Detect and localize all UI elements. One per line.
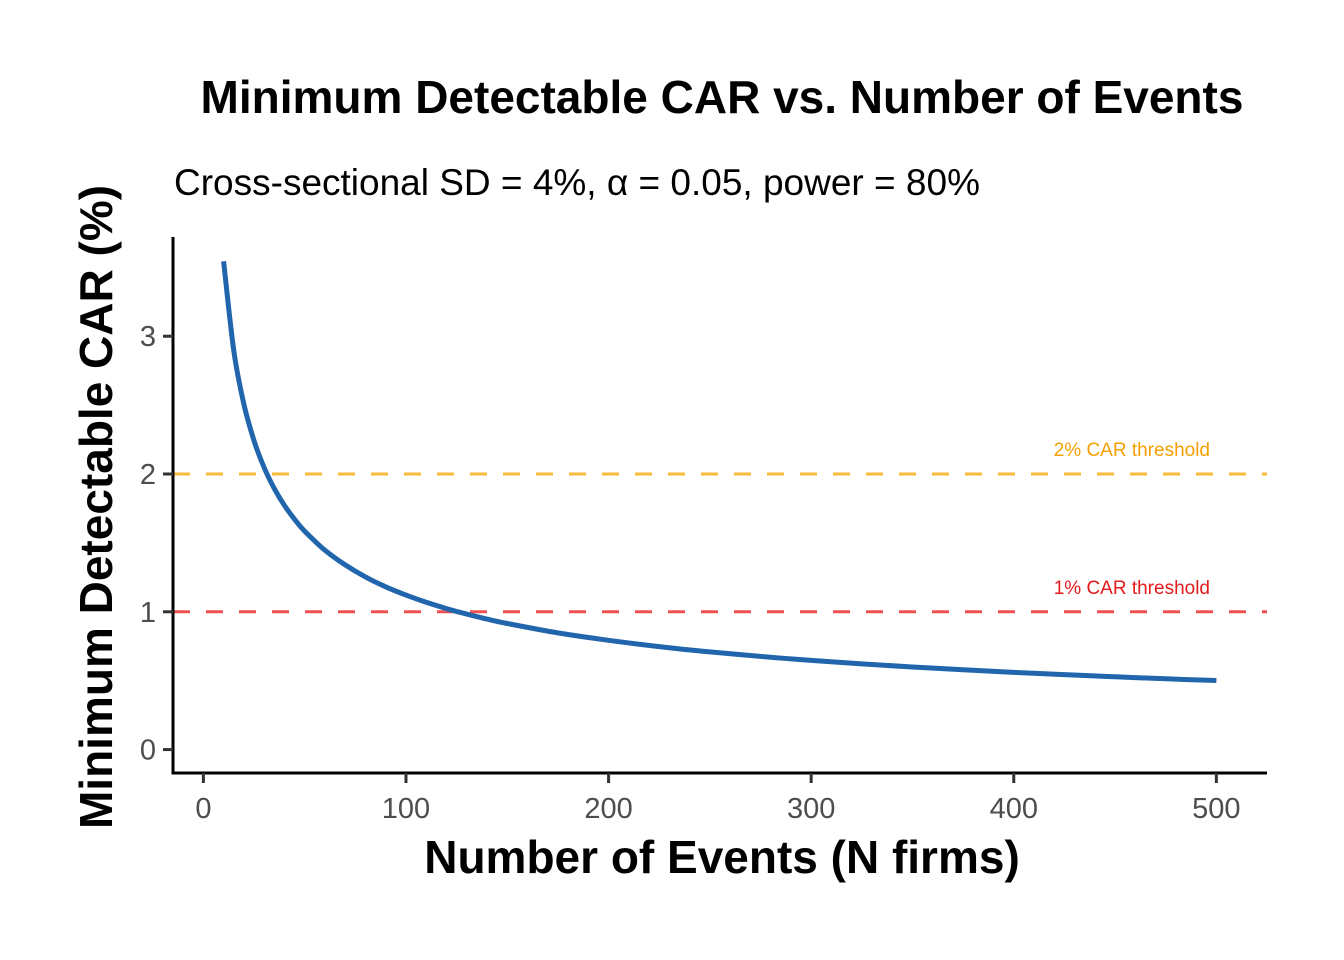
data-point [657, 644, 662, 649]
reference-line-1pct: 1% CAR threshold [173, 578, 1267, 614]
y-tick-label: 3 [140, 321, 156, 353]
data-point [424, 600, 429, 605]
data-point [262, 465, 267, 470]
reference-lines: 2% CAR threshold 1% CAR threshold [173, 440, 1267, 614]
y-tick: 3 [140, 321, 173, 353]
data-point [859, 661, 864, 666]
data-point [272, 486, 277, 491]
x-tick-label: 500 [1192, 793, 1240, 825]
series-group [221, 259, 1219, 683]
data-point [403, 593, 408, 598]
x-tick: 300 [787, 773, 835, 825]
data-point [363, 574, 368, 579]
x-tick-label: 0 [195, 793, 211, 825]
y-tick-label: 2 [140, 459, 156, 491]
threshold-label: 1% CAR threshold [1054, 578, 1210, 599]
data-point [555, 630, 560, 635]
x-tick: 200 [584, 773, 633, 825]
chart-subtitle: Cross-sectional SD = 4%, α = 0.05, power… [174, 162, 980, 203]
x-tick: 500 [1192, 773, 1241, 825]
data-point [302, 529, 307, 534]
x-tick: 100 [382, 773, 430, 825]
data-point [1163, 676, 1168, 681]
data-point [231, 348, 236, 353]
reference-line-2pct: 2% CAR threshold [173, 440, 1267, 476]
data-point [1214, 678, 1219, 683]
x-axis-title: Number of Events (N firms) [424, 831, 1020, 883]
data-point [1113, 674, 1118, 679]
threshold-label: 2% CAR threshold [1054, 440, 1210, 461]
data-point [383, 584, 388, 589]
data-point [221, 259, 226, 264]
y-tick-label: 1 [140, 597, 156, 629]
data-point [343, 562, 348, 567]
x-tick: 400 [990, 773, 1038, 825]
data-point [961, 667, 966, 672]
y-axis-title: Minimum Detectable CAR (%) [70, 185, 122, 829]
series-line [221, 261, 1217, 683]
data-point [252, 438, 257, 443]
chart-title: Minimum Detectable CAR vs. Number of Eve… [201, 71, 1244, 123]
data-point [282, 503, 287, 508]
data-point [322, 548, 327, 553]
y-tick: 0 [140, 735, 173, 767]
data-point [606, 638, 611, 643]
y-axis-ticks: 0 1 2 3 [140, 321, 173, 767]
x-tick-label: 300 [787, 793, 835, 825]
data-point [292, 517, 297, 522]
data-point [707, 649, 712, 654]
data-point [1062, 672, 1067, 677]
data-point [444, 606, 449, 611]
data-point [910, 665, 915, 670]
y-tick: 1 [140, 597, 173, 629]
y-tick: 2 [140, 459, 173, 491]
data-point [464, 612, 469, 617]
data-point [1011, 670, 1016, 675]
data-point [241, 402, 246, 407]
x-axis-ticks: 0 100 200 300 400 500 [195, 773, 1241, 825]
y-tick-label: 0 [140, 735, 156, 767]
data-point [485, 617, 490, 622]
x-tick-label: 200 [584, 793, 632, 825]
x-tick-label: 400 [990, 793, 1038, 825]
x-tick: 0 [195, 773, 211, 825]
x-tick-label: 100 [382, 793, 430, 825]
data-point [758, 654, 763, 659]
data-point [809, 658, 814, 663]
data-point [505, 621, 510, 626]
